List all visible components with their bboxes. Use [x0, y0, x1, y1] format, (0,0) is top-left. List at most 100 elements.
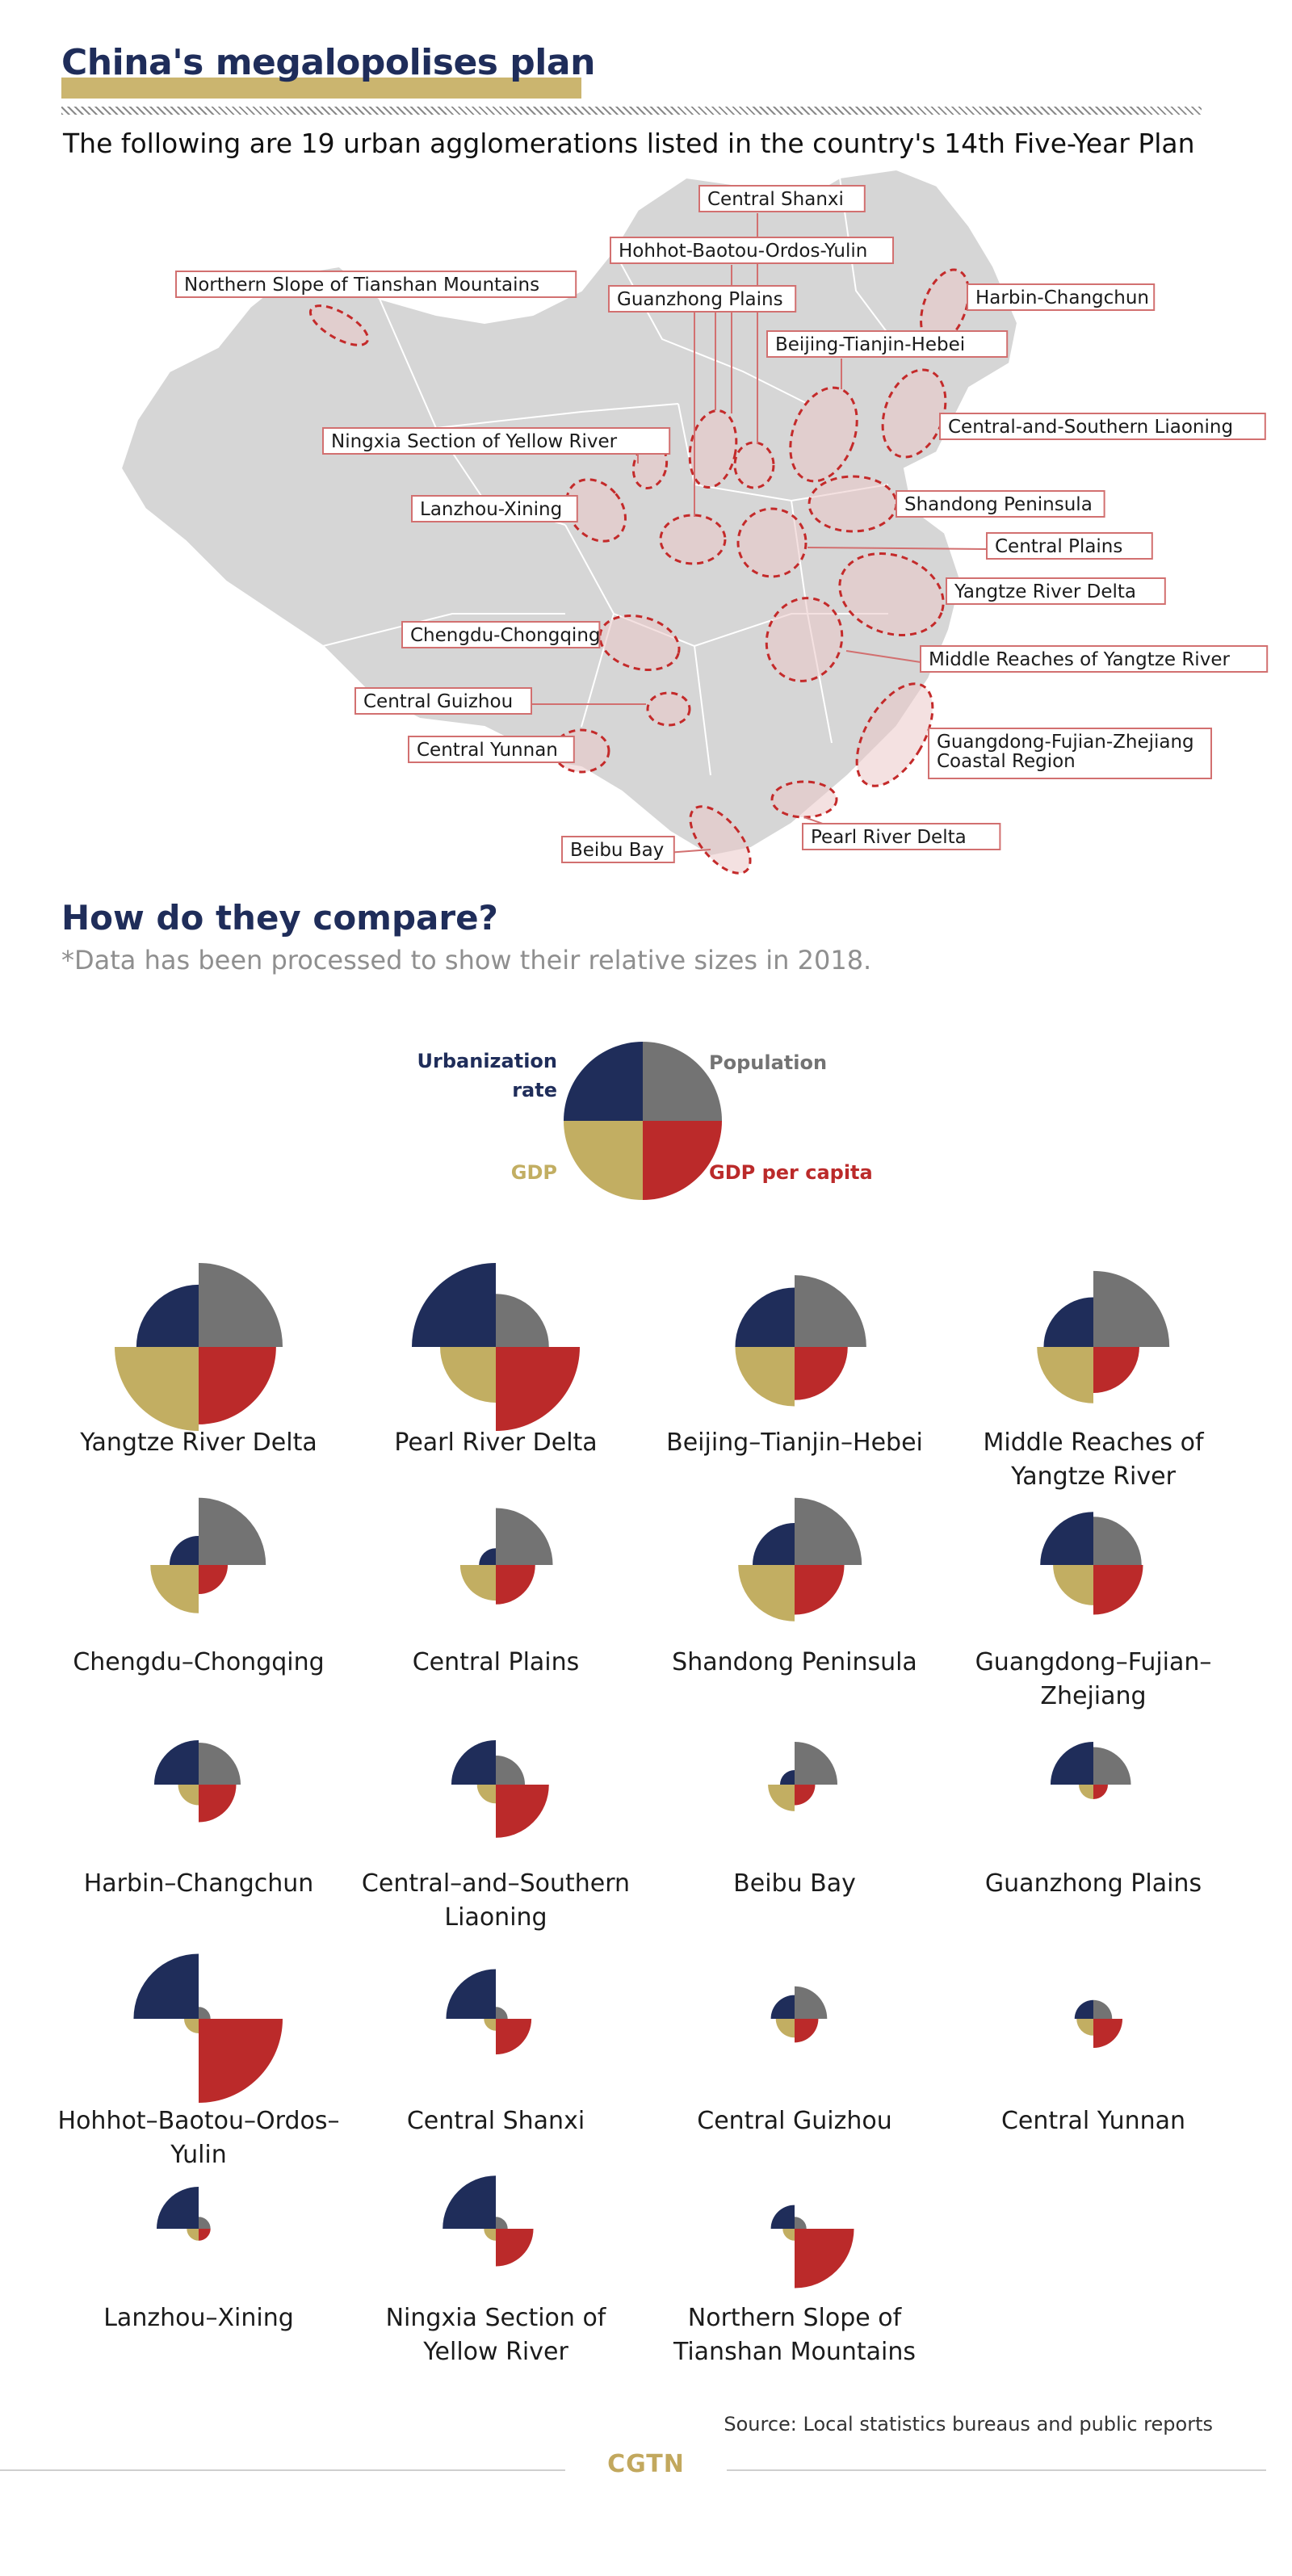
compare-note: *Data has been processed to show their r… [61, 945, 872, 975]
map-label-box [408, 736, 575, 763]
rose-charts [115, 1263, 1170, 2289]
rose-wedge-population [795, 1275, 866, 1347]
map-label: Harbin-Changchun [975, 287, 1149, 308]
rose-wedge-gdp-per-capita [1093, 1565, 1143, 1615]
rose-wedge-gdp [440, 1347, 496, 1403]
map-label-box [561, 836, 675, 863]
map-label-box [354, 687, 532, 715]
city-label: Chengdu–Chongqing [73, 1648, 325, 1676]
region-guanzhong [659, 514, 727, 565]
rose-wedge-urbanization-rate [1074, 1999, 1093, 2019]
region-yangtze-delta [838, 552, 945, 636]
map-label: Northern Slope of Tianshan Mountains [184, 275, 539, 296]
rose-wedge-urbanization-rate [1040, 1512, 1093, 1565]
city-label: Harbin–Changchun [83, 1869, 314, 1898]
map-label-box [766, 330, 1009, 358]
rose-chart [412, 1263, 580, 1431]
rose-chart [451, 1739, 549, 1838]
china-map: Central Shanxi Hohhot-Baotou-Ordos-Yulin N… [120, 168, 1269, 875]
region-gfz [855, 682, 934, 787]
rose-wedge-gdp-per-capita [496, 2019, 532, 2055]
rose-wedge-gdp-per-capita [199, 1347, 276, 1424]
rose-chart [133, 1953, 283, 2103]
region-beibu [689, 805, 752, 875]
map-label: Pearl River Delta [811, 827, 967, 848]
city-label: Shandong Peninsula [672, 1648, 917, 1676]
rose-chart [770, 1986, 828, 2043]
city-label: Lanzhou–Xining [103, 2304, 294, 2332]
rose-wedge-urbanization-rate [735, 1287, 795, 1347]
rose-wedge-population [795, 1741, 838, 1785]
rose-wedge-gdp-per-capita [1093, 1785, 1109, 1800]
rose-wedge-urbanization-rate [779, 1769, 795, 1785]
rose-wedge-population [1093, 1517, 1142, 1565]
rose-wedge-gdp [1076, 2019, 1093, 2036]
rose-wedge-population [1093, 1747, 1131, 1785]
map-label: Beibu Bay [570, 840, 664, 861]
map-label-box [928, 728, 1212, 779]
city-label: Pearl River Delta [394, 1429, 598, 1457]
city-label: Hohhot–Baotou–Ordos–Yulin [57, 2107, 340, 2169]
rose-wedge-population [1093, 1270, 1170, 1347]
city-label: Central Shanxi [406, 2107, 585, 2135]
rose-wedge-gdp [187, 2229, 199, 2241]
rose-wedge-gdp-per-capita [496, 1347, 580, 1431]
map-label: Beijing-Tianjin-Hebei [775, 334, 965, 355]
map-label: Coastal Region [937, 751, 1076, 772]
hatched-divider [61, 107, 1202, 115]
compare-title: How do they compare? [61, 898, 498, 938]
map-label-box [698, 185, 866, 212]
rose-wedge-urbanization-rate [1050, 1741, 1093, 1785]
map-label: Lanzhou-Xining [420, 499, 562, 520]
map-label: Central Guizhou [363, 691, 513, 712]
legend-population-label: Population [709, 1051, 827, 1074]
map-label: Ningxia Section of Yellow River [331, 431, 618, 452]
rose-chart [770, 2205, 854, 2289]
city-label: Beijing–Tianjin–Hebei [666, 1429, 923, 1457]
rose-wedge-gdp [735, 1347, 795, 1407]
rose-wedge-urbanization-rate [136, 1284, 199, 1347]
legend-gdp-label: GDP [511, 1161, 557, 1184]
rose-chart [1037, 1270, 1170, 1403]
rose-wedge-gdp [150, 1565, 199, 1613]
rose-wedge-gdp-per-capita [1093, 2019, 1123, 2049]
rose-wedge-gdp-per-capita [199, 1785, 237, 1823]
map-label: Central Plains [995, 536, 1122, 557]
rose-wedge-population [496, 1294, 549, 1347]
rose-wedge-population [199, 1263, 283, 1347]
rose-wedge-gdp [459, 1565, 496, 1601]
rose-wedge-gdp [476, 1785, 496, 1804]
rose-wedge-gdp [768, 1785, 795, 1811]
rose-chart [738, 1497, 862, 1622]
rose-wedge-urbanization-rate [753, 1523, 795, 1565]
map-label-box [896, 490, 1105, 518]
rose-wedge-gdp [484, 2019, 496, 2031]
map-label-box [920, 645, 1269, 673]
legend-gdp-per-capita-label: GDP per capita [709, 1161, 873, 1184]
rose-chart [446, 1969, 532, 2055]
city-label: Guangdong–Fujian– Zhejiang [975, 1648, 1212, 1710]
footer-divider-right [727, 2469, 1266, 2471]
rose-wedge-urbanization-rate [157, 2187, 199, 2229]
rose-wedge-gdp-per-capita [795, 2019, 819, 2043]
rose-wedge-population [496, 2217, 508, 2229]
rose-chart [150, 1497, 266, 1613]
rose-chart [443, 2175, 534, 2267]
legend: Urbanization rate Population GDP GDP per… [417, 1042, 873, 1200]
region-beijing-tianjin-hebei [789, 386, 858, 483]
rose-wedge-population [199, 1497, 266, 1565]
map-label-box [175, 271, 577, 298]
city-label: Central Yunnan [1000, 2107, 1186, 2135]
map-label: Guangdong-Fujian-Zhejiang [937, 732, 1194, 753]
rose-wedge-gdp [1053, 1565, 1093, 1605]
rose-wedge-gdp [178, 1785, 199, 1806]
rose-wedge-gdp [738, 1565, 795, 1622]
rose-wedge-gdp-per-capita [795, 2229, 854, 2289]
map-label-box [946, 577, 1166, 605]
region-hohhot [688, 409, 738, 489]
city-label: Guanzhong Plains [984, 1869, 1202, 1898]
city-label: Yangtze River Delta [80, 1429, 317, 1457]
rose-wedge-gdp [775, 2019, 795, 2038]
city-label: Central Plains [412, 1648, 580, 1676]
rose-wedge-gdp-per-capita [496, 1785, 549, 1838]
